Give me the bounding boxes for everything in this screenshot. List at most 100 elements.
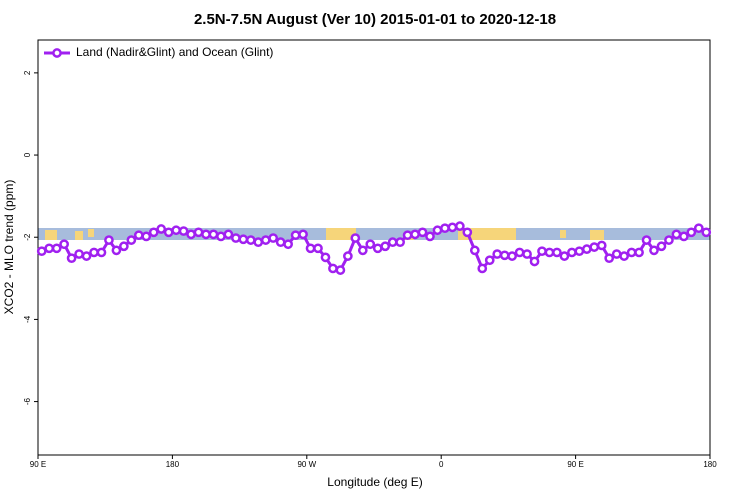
point — [679, 231, 689, 242]
chart-title: 2.5N-7.5N August (Ver 10) 2015-01-01 to … — [194, 11, 556, 28]
point — [529, 256, 540, 267]
point — [133, 230, 144, 241]
point — [432, 225, 443, 236]
point — [141, 231, 152, 242]
point — [223, 229, 234, 240]
point — [275, 237, 286, 248]
point — [522, 249, 532, 259]
point — [253, 237, 264, 248]
point — [201, 229, 211, 240]
point — [574, 246, 585, 257]
point — [641, 235, 652, 245]
point — [104, 235, 114, 245]
point — [417, 227, 428, 238]
point — [671, 229, 682, 240]
point — [268, 233, 279, 243]
point — [89, 247, 99, 258]
point — [36, 246, 47, 257]
point — [178, 226, 189, 236]
point — [238, 234, 249, 245]
point — [387, 237, 398, 248]
point — [499, 250, 510, 261]
point — [455, 221, 465, 231]
point — [664, 235, 674, 245]
point — [395, 237, 405, 248]
point — [260, 235, 271, 245]
point — [66, 253, 77, 264]
point — [537, 246, 547, 257]
point — [492, 249, 503, 259]
point — [305, 243, 316, 254]
point — [469, 245, 480, 256]
point — [81, 251, 92, 261]
point — [193, 227, 204, 238]
point — [380, 241, 391, 252]
x-tick-label: 90 E — [30, 460, 46, 469]
x-axis-label: Longitude (deg E) — [327, 475, 422, 489]
point — [216, 231, 226, 242]
point — [357, 245, 368, 256]
point — [313, 243, 323, 254]
point — [126, 235, 137, 245]
point — [231, 233, 241, 243]
y-tick-label: 0 — [23, 152, 32, 157]
y-tick-label: -6 — [23, 397, 32, 405]
point — [245, 235, 256, 245]
point — [514, 247, 525, 258]
point — [148, 227, 159, 238]
y-axis-label: XCO2 - MLO trend (ppm) — [2, 180, 16, 315]
point — [440, 223, 450, 234]
point — [544, 247, 555, 258]
plot-frame — [37, 39, 711, 456]
point — [462, 227, 473, 238]
y-tick-label: -2 — [23, 233, 32, 241]
point — [484, 255, 495, 266]
point — [552, 247, 562, 258]
point — [119, 241, 129, 252]
y-tick-label: -4 — [23, 315, 32, 323]
point — [634, 247, 644, 258]
point — [589, 242, 600, 252]
point — [686, 227, 697, 238]
point — [51, 243, 62, 254]
point — [701, 227, 712, 238]
legend-label: Land (Nadir&Glint) and Ocean (Glint) — [76, 45, 273, 59]
point — [372, 243, 383, 254]
point — [425, 231, 435, 242]
point — [596, 240, 607, 251]
point — [559, 251, 570, 261]
point — [619, 251, 629, 261]
point — [350, 233, 361, 243]
point — [649, 245, 659, 256]
point — [447, 222, 458, 233]
point — [111, 245, 122, 256]
point — [298, 229, 308, 240]
point — [611, 249, 622, 259]
legend-marker — [52, 48, 62, 58]
point — [693, 223, 704, 234]
point — [156, 224, 167, 234]
x-tick-label: 90 E — [567, 460, 583, 469]
point — [604, 253, 615, 264]
point — [581, 244, 592, 254]
point — [208, 229, 219, 240]
point — [507, 251, 517, 261]
point — [171, 225, 181, 236]
point — [59, 239, 69, 250]
x-tick-label: 0 — [439, 460, 444, 469]
point — [320, 252, 331, 263]
point — [74, 249, 84, 259]
point — [656, 241, 667, 252]
point — [163, 227, 174, 238]
point — [186, 229, 196, 240]
point — [283, 239, 293, 250]
point — [343, 251, 353, 261]
point — [626, 247, 637, 258]
point — [44, 243, 55, 254]
point — [402, 230, 413, 241]
point — [335, 265, 346, 275]
y-tick-label: 2 — [23, 70, 32, 75]
x-tick-label: 90 W — [297, 460, 316, 469]
point — [477, 263, 488, 274]
